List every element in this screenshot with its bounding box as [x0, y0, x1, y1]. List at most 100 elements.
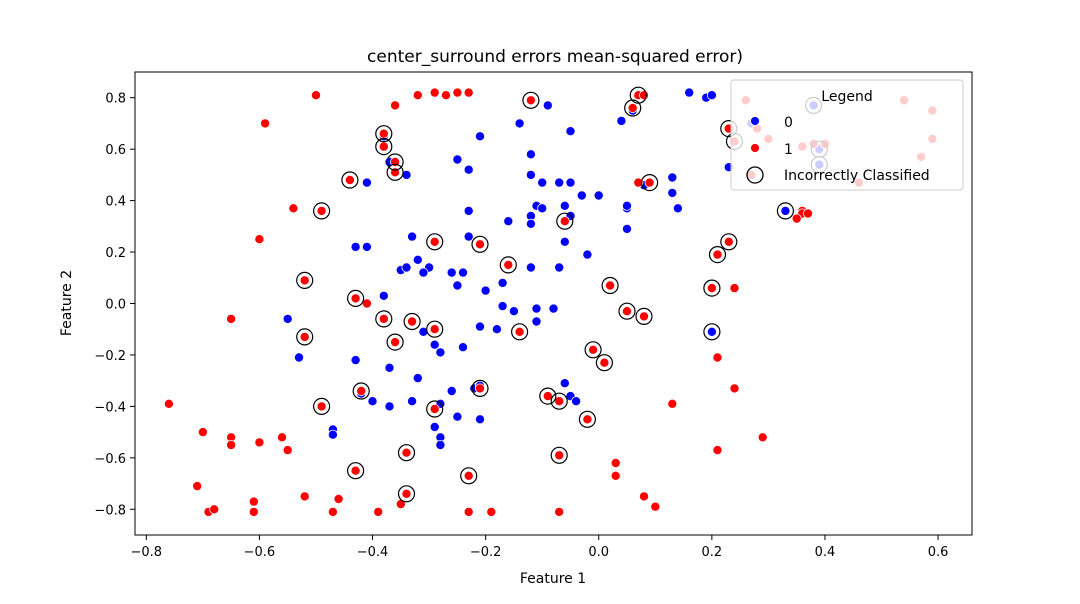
- point-class-0: [497, 301, 508, 312]
- point-class-0: [537, 177, 548, 188]
- point-class-1: [299, 275, 310, 286]
- y-tick-label: −0.6: [94, 452, 126, 467]
- point-class-0: [401, 169, 412, 180]
- point-class-1: [757, 432, 768, 443]
- incorrect-ring: [578, 410, 597, 428]
- point-class-0: [457, 342, 468, 353]
- point-class-0: [463, 231, 474, 242]
- point-class-1: [192, 481, 203, 492]
- legend-box: [730, 79, 964, 191]
- point-class-0: [508, 306, 519, 317]
- point-class-1: [622, 306, 633, 317]
- point-class-0: [514, 118, 525, 129]
- incorrect-ring: [341, 171, 359, 189]
- point-class-0: [780, 205, 791, 216]
- point-class-1: [401, 447, 412, 458]
- point-class-1: [712, 445, 723, 456]
- point-class-0: [525, 262, 536, 273]
- incorrect-ring: [347, 462, 365, 480]
- point-class-0: [559, 378, 570, 389]
- point-class-0: [293, 352, 304, 363]
- point-class-1: [599, 357, 610, 368]
- incorrect-ring: [584, 341, 602, 359]
- incorrect-ring: [550, 446, 568, 464]
- incorrect-ring: [347, 289, 365, 307]
- point-class-1: [554, 450, 565, 461]
- point-class-0: [706, 326, 717, 337]
- incorrect-ring: [510, 323, 529, 341]
- incorrect-ring: [296, 328, 314, 346]
- point-class-1: [226, 439, 237, 450]
- point-class-0: [525, 169, 536, 180]
- point-class-0: [407, 396, 418, 407]
- legend-label-class-0: 0: [784, 115, 793, 131]
- point-class-1: [559, 216, 570, 227]
- point-class-1: [254, 437, 265, 448]
- x-tick-label: 0.4: [815, 545, 836, 560]
- x-tick-label: 0.6: [928, 545, 949, 560]
- incorrect-ring: [522, 91, 540, 109]
- incorrect-ring: [539, 387, 557, 405]
- point-class-0: [593, 190, 604, 201]
- point-class-1: [610, 470, 621, 481]
- incorrect-ring: [703, 279, 721, 297]
- point-class-1: [197, 427, 208, 438]
- incorrect-ring: [708, 246, 727, 264]
- incorrect-ring: [471, 379, 489, 397]
- incorrect-ring: [460, 467, 478, 485]
- x-tick-label: −0.2: [470, 545, 502, 560]
- point-class-0: [327, 429, 338, 440]
- point-class-1: [401, 488, 412, 499]
- y-tick-label: −0.8: [94, 503, 126, 518]
- point-class-1: [463, 470, 474, 481]
- point-class-1: [412, 90, 423, 101]
- point-class-1: [582, 414, 593, 425]
- incorrect-ring: [426, 233, 444, 251]
- incorrect-ring: [375, 310, 393, 328]
- point-class-0: [525, 149, 536, 160]
- point-class-0: [474, 321, 485, 332]
- incorrect-ring: [386, 333, 404, 351]
- point-class-1: [706, 283, 717, 294]
- incorrect-ring: [426, 400, 444, 418]
- point-class-1: [486, 506, 497, 517]
- x-tick-label: 0.0: [588, 545, 609, 560]
- y-tick-label: 0.0: [105, 298, 126, 313]
- y-tick-label: 0.6: [105, 143, 126, 158]
- point-class-0: [582, 249, 593, 260]
- point-class-1: [248, 496, 259, 507]
- point-class-1: [633, 177, 644, 188]
- point-class-1: [276, 432, 287, 443]
- point-class-1: [260, 118, 271, 129]
- point-class-0: [412, 373, 423, 384]
- incorrect-ring: [550, 392, 568, 410]
- point-class-0: [367, 396, 378, 407]
- incorrect-ring: [601, 276, 619, 295]
- point-class-0: [412, 254, 423, 265]
- incorrect-ring: [635, 307, 653, 325]
- y-axis-ticks: −0.8 −0.6 −0.4 −0.2 0.0 0.2 0.4 0.6 0.8: [94, 92, 135, 518]
- incorrect-ring: [313, 397, 331, 415]
- point-class-1: [390, 100, 401, 111]
- incorrect-ring: [624, 99, 642, 117]
- legend-marker-class-0: [750, 116, 760, 126]
- x-axis-label: Feature 1: [520, 571, 586, 587]
- point-class-0: [565, 177, 576, 188]
- point-class-0: [452, 411, 463, 422]
- point-class-0: [576, 190, 587, 201]
- legend: Legend 0 1 Incorrectly Classified: [730, 79, 964, 191]
- incorrect-ring: [499, 256, 517, 274]
- point-class-1: [390, 337, 401, 348]
- point-class-1: [729, 283, 740, 294]
- point-class-1: [463, 506, 474, 517]
- point-class-0: [559, 200, 570, 211]
- legend-marker-class-1: [750, 143, 760, 153]
- incorrect-rings-layer: [296, 86, 828, 503]
- point-class-1: [299, 491, 310, 502]
- point-class-1: [474, 239, 485, 250]
- incorrect-ring: [618, 302, 636, 320]
- point-class-1: [350, 465, 361, 476]
- point-class-1: [712, 352, 723, 363]
- point-class-1: [650, 501, 661, 512]
- legend-marker-incorrect: [746, 166, 764, 184]
